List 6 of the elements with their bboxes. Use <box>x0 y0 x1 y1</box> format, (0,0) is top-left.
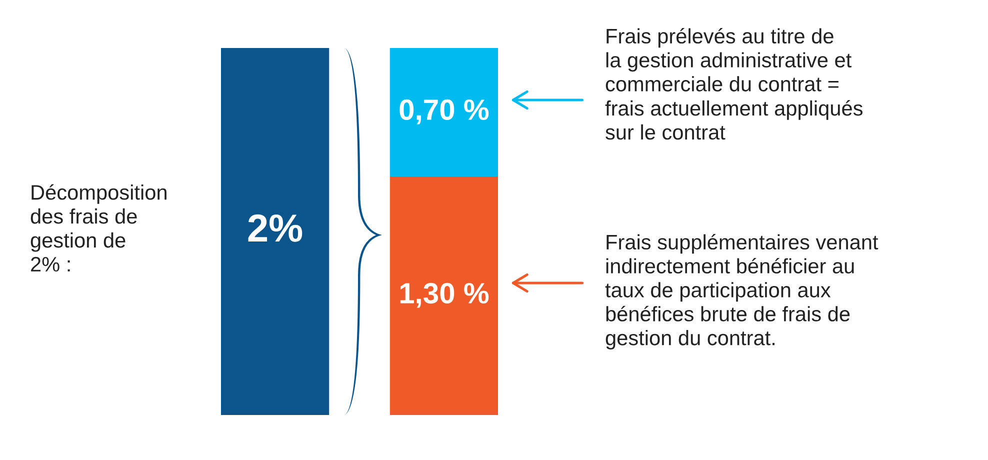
data-label: 0,70 % <box>400 99 489 124</box>
data-label: 2% <box>248 214 302 242</box>
data-label: 1,30 % <box>400 282 489 308</box>
text: Frais prélevés au titre de la gestion administrative et commerciale du contrat = frais actuellement appliqués sur le contrat <box>605 28 862 140</box>
text: Décomposition des frais de gestion de 2% : <box>30 184 166 272</box>
text: Frais supplémentaires venant indirectement bénéficier au taux de participation aux bénéfices brute de frais de gestion du contrat. <box>605 234 878 350</box>
